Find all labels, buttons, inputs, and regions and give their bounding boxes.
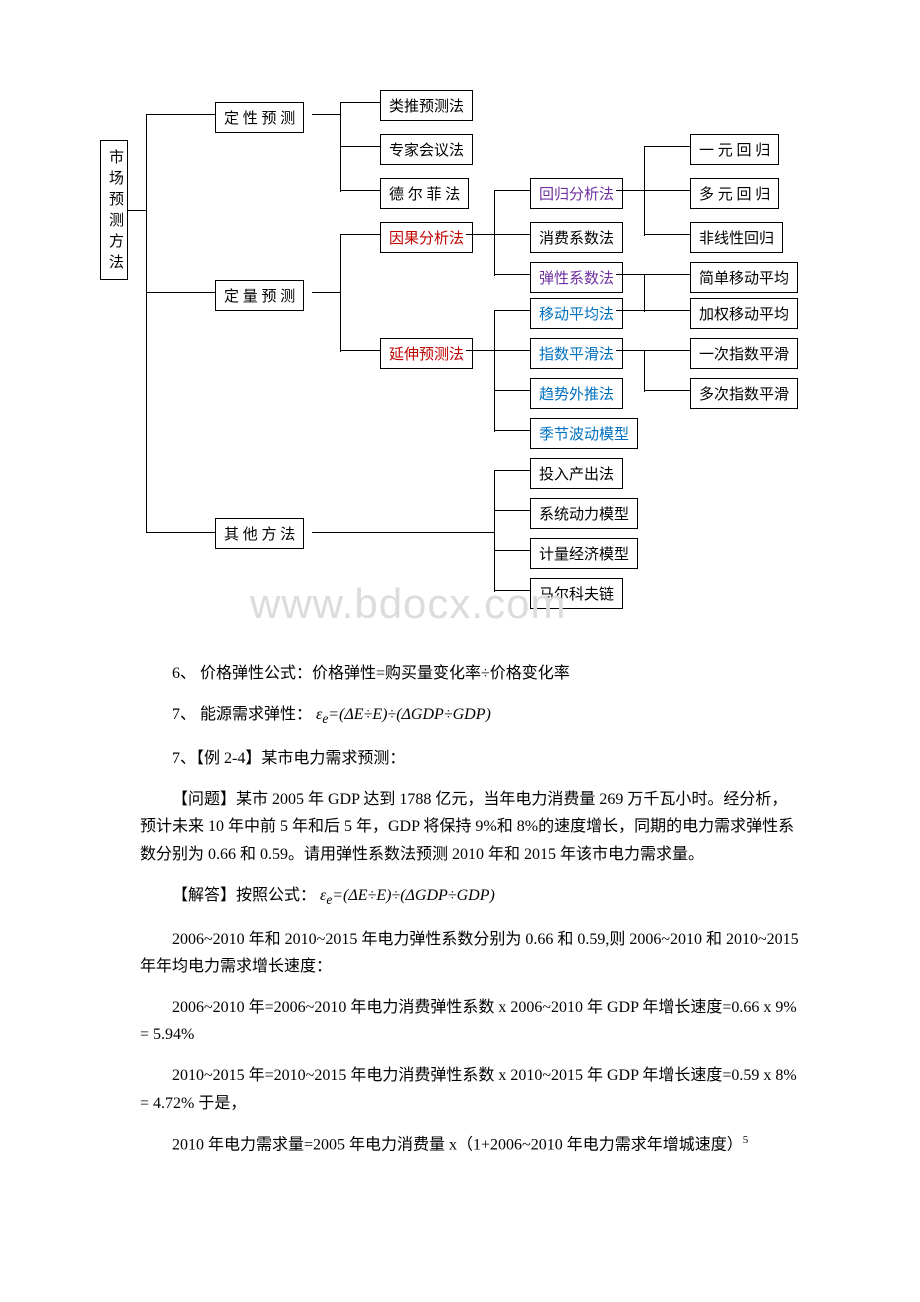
node-single-es: 一次指数平滑 [690, 338, 798, 369]
node-nonlinear-reg: 非线性回归 [690, 222, 783, 253]
label-energy: 7、 能源需求弹性： [172, 706, 312, 723]
node-extension: 延伸预测法 [380, 338, 473, 369]
p-solution: 【解答】按照公式： εe=(ΔE÷E)÷(ΔGDP÷GDP) [140, 882, 800, 912]
label-demand-2010: 2010 年电力需求量=2005 年电力消费量 x（1+2006~2010 年电… [172, 1136, 743, 1153]
node-moving-avg: 移动平均法 [530, 298, 623, 329]
exponent-5: 5 [743, 1134, 749, 1146]
node-seasonal: 季节波动模型 [530, 418, 638, 449]
node-analogy: 类推预测法 [380, 90, 473, 121]
formula-1: εe=(ΔE÷E)÷(ΔGDP÷GDP) [316, 706, 491, 723]
page: 市场预测方法 定 性 预 测 定 量 预 测 其 他 方 法 类推预测法 专家会… [0, 0, 920, 1232]
p-price-elasticity: 6、 价格弹性公式：价格弹性=购买量变化率÷价格变化率 [140, 660, 800, 687]
p-problem: 【问题】某市 2005 年 GDP 达到 1788 亿元，当年电力消费量 269… [140, 786, 800, 868]
node-quantitative: 定 量 预 测 [215, 280, 304, 311]
node-econometric: 计量经济模型 [530, 538, 638, 569]
node-qualitative: 定 性 预 测 [215, 102, 304, 133]
node-weighted-ma: 加权移动平均 [690, 298, 798, 329]
p-calc-2010: 2006~2010 年=2006~2010 年电力消费弹性系数 x 2006~2… [140, 994, 800, 1048]
watermark: www.bdocx.com [250, 580, 566, 628]
node-multi-es: 多次指数平滑 [690, 378, 798, 409]
p-elasticity-values: 2006~2010 年和 2010~2015 年电力弹性系数分别为 0.66 和… [140, 926, 800, 980]
label-solution: 【解答】按照公式： [172, 887, 316, 904]
node-trend-extrap: 趋势外推法 [530, 378, 623, 409]
p-calc-2015: 2010~2015 年=2010~2015 年电力消费弹性系数 x 2010~2… [140, 1062, 800, 1116]
node-univariate-reg: 一 元 回 归 [690, 134, 779, 165]
node-delphi: 德 尔 菲 法 [380, 178, 469, 209]
p-demand-2010: 2010 年电力需求量=2005 年电力消费量 x（1+2006~2010 年电… [140, 1131, 800, 1159]
forecast-methods-diagram: 市场预测方法 定 性 预 测 定 量 预 测 其 他 方 法 类推预测法 专家会… [140, 90, 800, 630]
node-regression: 回归分析法 [530, 178, 623, 209]
node-expert-meeting: 专家会议法 [380, 134, 473, 165]
p-energy-elasticity: 7、 能源需求弹性： εe=(ΔE÷E)÷(ΔGDP÷GDP) [140, 701, 800, 731]
node-causal-analysis: 因果分析法 [380, 222, 473, 253]
node-exp-smoothing: 指数平滑法 [530, 338, 623, 369]
node-root: 市场预测方法 [100, 140, 128, 280]
body-text: 6、 价格弹性公式：价格弹性=购买量变化率÷价格变化率 7、 能源需求弹性： ε… [140, 660, 800, 1158]
node-other-methods: 其 他 方 法 [215, 518, 304, 549]
node-consumption-coef: 消费系数法 [530, 222, 623, 253]
node-simple-ma: 简单移动平均 [690, 262, 798, 293]
node-multivariate-reg: 多 元 回 归 [690, 178, 779, 209]
node-io: 投入产出法 [530, 458, 623, 489]
node-system-dyn: 系统动力模型 [530, 498, 638, 529]
p-example-title: 7、【例 2-4】某市电力需求预测： [140, 745, 800, 772]
formula-2: εe=(ΔE÷E)÷(ΔGDP÷GDP) [320, 887, 495, 904]
node-elasticity-coef: 弹性系数法 [530, 262, 623, 293]
